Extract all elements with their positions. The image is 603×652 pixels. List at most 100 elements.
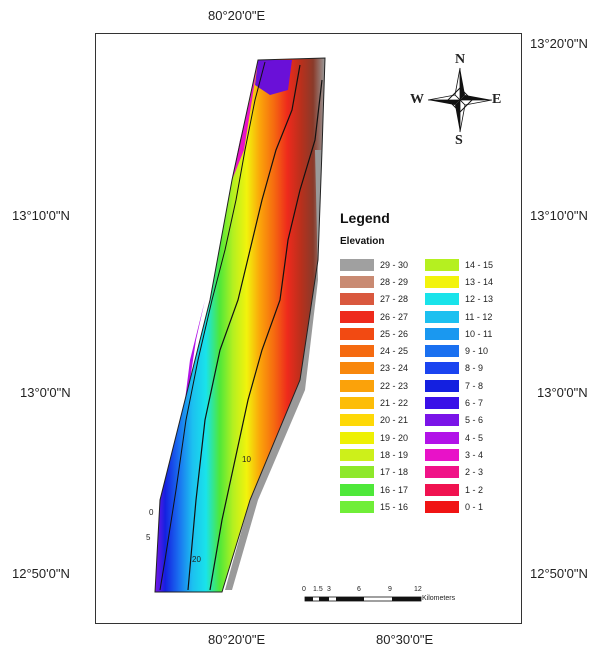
legend-label: 18 - 19 xyxy=(380,449,409,460)
legend-label: 10 - 11 xyxy=(465,328,493,339)
scale-tick: 6 xyxy=(357,586,361,593)
compass-s-label: S xyxy=(455,133,463,148)
contour-label: 20 xyxy=(192,555,201,564)
legend-item: 18 - 19 xyxy=(340,446,408,463)
legend-label: 6 - 7 xyxy=(465,398,484,409)
legend-item: 29 - 30 xyxy=(340,256,408,273)
legend-item: 16 - 17 xyxy=(340,481,408,498)
legend-item: 14 - 15 xyxy=(425,256,493,273)
legend-swatch xyxy=(340,414,374,427)
legend-item: 27 - 28 xyxy=(340,291,408,308)
legend-label: 8 - 9 xyxy=(465,363,484,374)
legend-item: 28 - 29 xyxy=(340,273,408,290)
contour-line xyxy=(209,79,323,591)
legend-label: 26 - 27 xyxy=(380,311,409,322)
bottom-longitude-label-left: 80°20'0"E xyxy=(208,632,266,647)
legend-item: 22 - 23 xyxy=(340,377,408,394)
legend-swatch xyxy=(425,397,459,410)
legend-label: 21 - 22 xyxy=(380,398,409,409)
right-latitude-label: 13°20'0"N xyxy=(530,36,588,51)
legend-item: 20 - 21 xyxy=(340,412,408,429)
legend-swatch xyxy=(340,448,374,461)
legend-item: 10 - 11 xyxy=(425,325,493,342)
right-latitude-label: 12°50'0"N xyxy=(530,566,588,581)
legend-label: 5 - 6 xyxy=(465,415,484,426)
legend-label: 7 - 8 xyxy=(465,380,484,391)
legend-swatch xyxy=(425,483,459,496)
legend-label: 28 - 29 xyxy=(380,276,409,287)
legend-swatch xyxy=(425,362,459,375)
legend-swatch xyxy=(425,500,459,513)
legend-swatch xyxy=(340,310,374,323)
legend-swatch xyxy=(340,431,374,444)
legend-item: 8 - 9 xyxy=(425,360,493,377)
legend-label: 3 - 4 xyxy=(465,449,484,460)
contour-label: 5 xyxy=(146,533,151,542)
legend-title: Legend xyxy=(340,210,390,226)
legend-swatch xyxy=(340,362,374,375)
compass-rose-icon xyxy=(427,67,493,133)
scale-tick: 3 xyxy=(327,586,331,593)
legend-swatch xyxy=(340,466,374,479)
legend-label: 16 - 17 xyxy=(380,484,409,495)
legend-swatch xyxy=(425,414,459,427)
legend-label: 9 - 10 xyxy=(465,346,489,357)
legend-label: 23 - 24 xyxy=(380,363,409,374)
legend-subtitle: Elevation xyxy=(340,236,385,247)
legend-item: 15 - 16 xyxy=(340,498,408,515)
right-latitude-label: 13°0'0"N xyxy=(537,385,588,400)
legend-item: 6 - 7 xyxy=(425,394,493,411)
legend-item: 11 - 12 xyxy=(425,308,493,325)
compass-e-label: E xyxy=(492,92,502,107)
legend-item: 19 - 20 xyxy=(340,429,408,446)
legend-swatch xyxy=(340,345,374,358)
legend-item: 5 - 6 xyxy=(425,412,493,429)
scale-unit: Kilometers xyxy=(422,595,456,602)
contour-line xyxy=(159,61,266,591)
elevation-strip xyxy=(155,58,325,592)
coastal-edge xyxy=(255,60,292,95)
left-latitude-label: 13°10'0"N xyxy=(12,208,70,223)
scale-tick: 1.5 xyxy=(313,586,323,593)
left-latitude-label: 12°50'0"N xyxy=(12,566,70,581)
legend-swatch xyxy=(340,483,374,496)
legend-swatch xyxy=(425,448,459,461)
legend-item: 3 - 4 xyxy=(425,446,493,463)
legend-swatch xyxy=(340,327,374,340)
legend-label: 0 - 1 xyxy=(465,501,484,512)
eastern-margin xyxy=(225,150,322,590)
legend-swatch xyxy=(425,310,459,323)
legend-label: 12 - 13 xyxy=(465,294,494,305)
legend-swatch xyxy=(425,275,459,288)
legend-label: 13 - 14 xyxy=(465,276,494,287)
legend-swatch xyxy=(425,327,459,340)
legend-label: 4 - 5 xyxy=(465,432,484,443)
legend-item: 25 - 26 xyxy=(340,325,408,342)
compass-n-label: N xyxy=(455,52,466,67)
legend-item: 23 - 24 xyxy=(340,360,408,377)
compass-w-label: W xyxy=(410,92,424,107)
legend-label: 11 - 12 xyxy=(465,311,493,322)
legend-label: 15 - 16 xyxy=(380,501,409,512)
legend-right-column: 14 - 15 13 - 14 12 - 13 11 - 12 10 - 11 9 - 1… xyxy=(425,256,493,515)
legend-swatch xyxy=(340,500,374,513)
legend-item: 2 - 3 xyxy=(425,464,493,481)
legend-item: 24 - 25 xyxy=(340,342,408,359)
contour-label: 0 xyxy=(149,508,154,517)
legend-swatch xyxy=(425,466,459,479)
legend-label: 14 - 15 xyxy=(465,259,494,270)
strip-outline xyxy=(154,57,326,593)
bottom-longitude-label-right: 80°30'0"E xyxy=(376,632,434,647)
legend-left-column: 29 - 30 28 - 29 27 - 28 26 - 27 25 - 26 24 - … xyxy=(340,256,408,515)
legend-label: 20 - 21 xyxy=(380,415,409,426)
legend-swatch xyxy=(425,379,459,392)
scale-bar xyxy=(304,596,422,602)
legend-swatch xyxy=(425,258,459,271)
legend-swatch xyxy=(340,293,374,306)
legend-item: 13 - 14 xyxy=(425,273,493,290)
legend-item: 21 - 22 xyxy=(340,394,408,411)
legend-item: 26 - 27 xyxy=(340,308,408,325)
scale-tick: 9 xyxy=(388,586,392,593)
legend-swatch xyxy=(425,293,459,306)
